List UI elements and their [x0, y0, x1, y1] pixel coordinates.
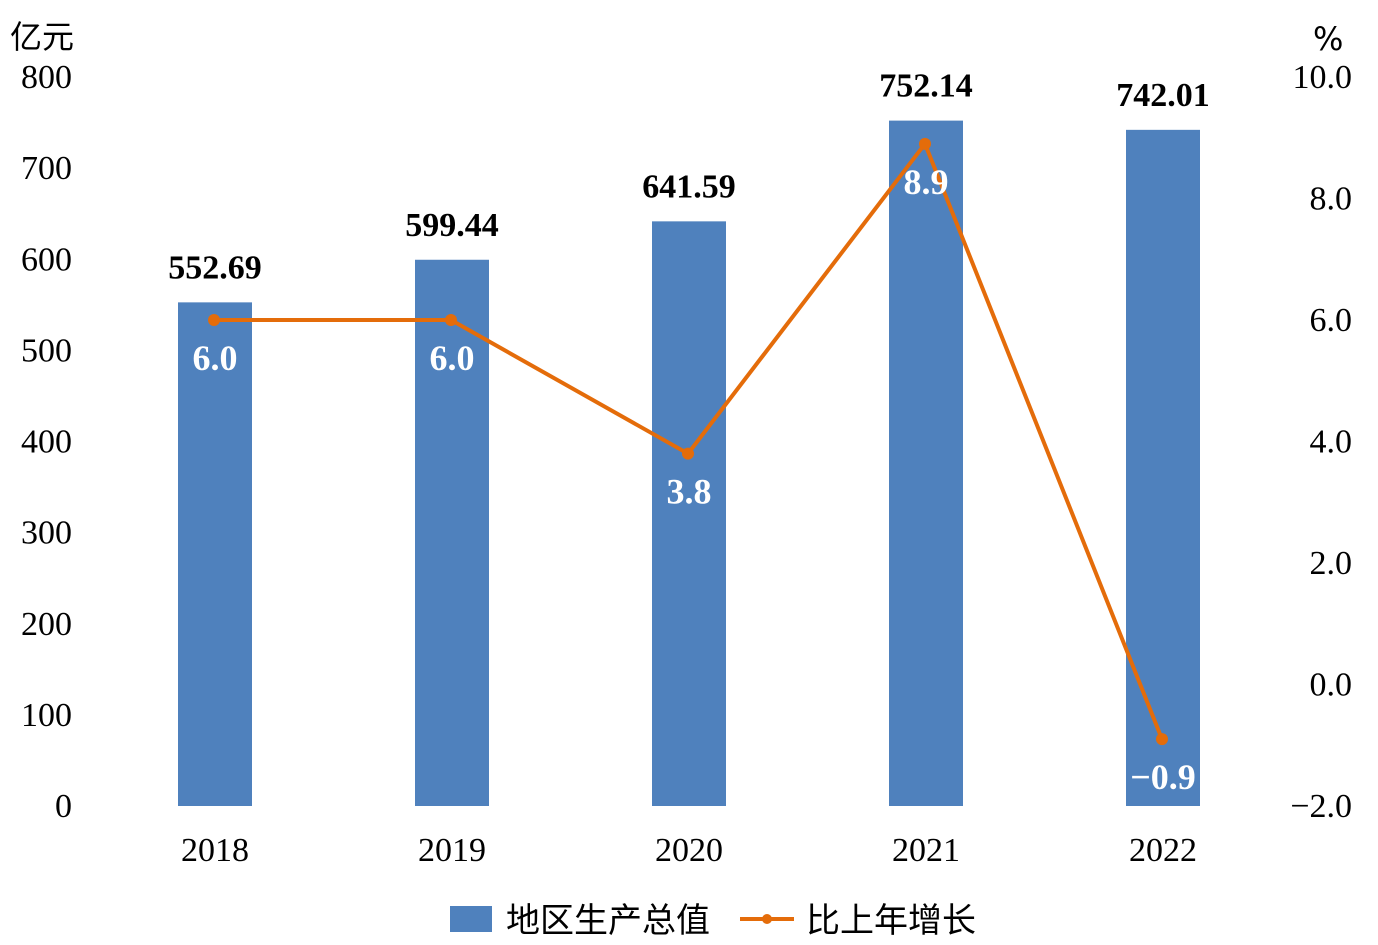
- bar: [1126, 129, 1200, 806]
- right-axis: −2.0 0.0 2.0 4.0 6.0 8.0 10.0: [1290, 59, 1352, 825]
- left-axis: 0 100 200 300 400 500 600 700 800: [21, 59, 72, 825]
- right-tick-label: 2.0: [1310, 545, 1353, 582]
- legend-line-label: 比上年增长: [806, 901, 976, 941]
- x-tick-label: 2021: [892, 832, 960, 869]
- left-axis-unit: 亿元: [10, 18, 74, 56]
- line-data-labels: 6.0 6.0 3.8 8.9 −0.9: [193, 162, 1196, 797]
- x-tick-label: 2019: [418, 832, 486, 869]
- growth-point: [208, 314, 220, 326]
- bar: [178, 302, 252, 806]
- x-tick-label: 2018: [181, 832, 249, 869]
- bar: [415, 259, 489, 806]
- growth-point: [919, 137, 931, 150]
- left-tick-label: 300: [21, 515, 72, 552]
- right-tick-label: −2.0: [1290, 788, 1352, 825]
- left-tick-label: 200: [21, 606, 72, 643]
- bar-value-label: 599.44: [405, 207, 499, 244]
- x-tick-label: 2022: [1129, 832, 1197, 869]
- legend-bar-swatch: [450, 906, 492, 932]
- bar-value-label: 752.14: [879, 68, 973, 105]
- left-tick-label: 700: [21, 150, 72, 187]
- bar-series: [178, 120, 1200, 806]
- left-tick-label: 600: [21, 241, 72, 278]
- growth-value-label: 6.0: [430, 338, 475, 378]
- right-tick-label: 4.0: [1310, 424, 1353, 461]
- left-tick-label: 800: [21, 59, 72, 96]
- right-tick-label: 6.0: [1310, 302, 1353, 339]
- growth-value-label: −0.9: [1130, 757, 1196, 797]
- growth-value-label: 8.9: [904, 162, 949, 202]
- bar-value-label: 742.01: [1116, 77, 1210, 114]
- legend-bar-label: 地区生产总值: [506, 901, 710, 941]
- left-tick-label: 100: [21, 697, 72, 734]
- growth-point: [445, 314, 457, 326]
- left-tick-label: 0: [55, 788, 72, 825]
- left-tick-label: 400: [21, 424, 72, 461]
- bar-value-label: 641.59: [642, 168, 736, 205]
- bar-value-label: 552.69: [168, 249, 262, 286]
- growth-point: [682, 447, 694, 460]
- growth-value-label: 6.0: [193, 338, 238, 378]
- bar: [652, 221, 726, 806]
- line-series: [208, 137, 1168, 746]
- bar: [889, 120, 963, 806]
- left-tick-label: 500: [21, 332, 72, 369]
- legend: 地区生产总值 比上年增长: [450, 901, 976, 941]
- right-tick-label: 8.0: [1310, 181, 1353, 218]
- right-axis-unit: %: [1313, 20, 1343, 58]
- x-tick-label: 2020: [655, 832, 723, 869]
- x-axis: 2018 2019 2020 2021 2022: [181, 832, 1197, 869]
- bar-data-labels: 552.69 599.44 641.59 752.14 742.01: [168, 68, 1210, 287]
- growth-value-label: 3.8: [667, 472, 712, 512]
- right-tick-label: 10.0: [1293, 59, 1353, 96]
- right-tick-label: 0.0: [1310, 667, 1353, 704]
- legend-line-marker: [762, 914, 772, 924]
- growth-point: [1156, 733, 1168, 746]
